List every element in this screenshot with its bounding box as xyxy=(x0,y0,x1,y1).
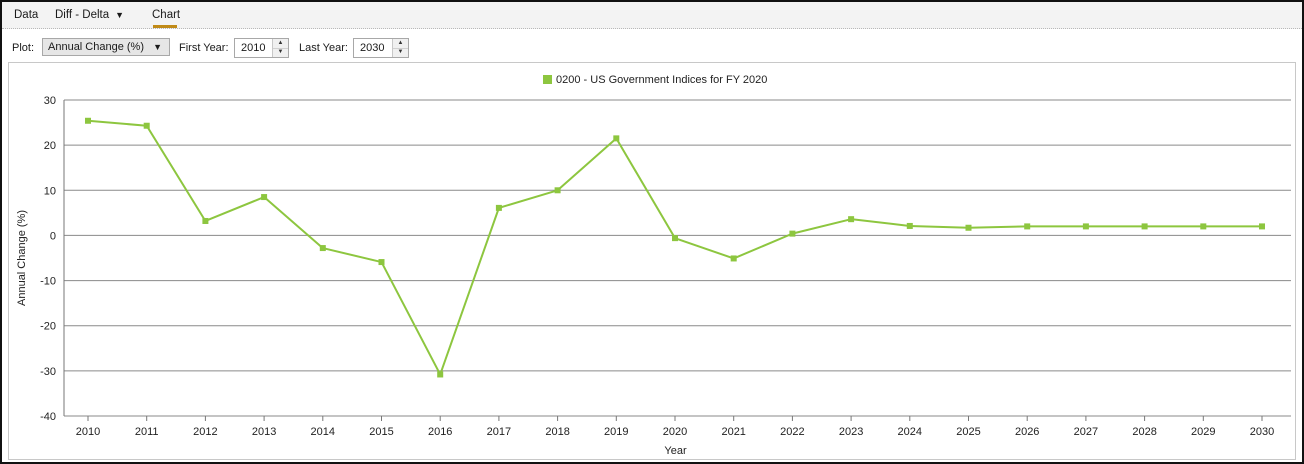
spin-down-icon[interactable]: ▼ xyxy=(277,49,284,55)
data-point xyxy=(848,216,855,223)
x-tick-label: 2015 xyxy=(369,426,393,438)
data-point xyxy=(965,224,972,231)
x-tick-label: 2025 xyxy=(956,426,980,438)
last-year-label: Last Year: xyxy=(299,42,348,54)
tab-chart[interactable]: Chart xyxy=(152,9,181,21)
y-tick-label: -10 xyxy=(40,276,56,288)
y-tick-label: 30 xyxy=(44,95,56,107)
chart-toolbar: Plot: Annual Change (%) ▼ First Year: 20… xyxy=(2,38,1302,60)
legend-swatch xyxy=(543,75,552,84)
data-point xyxy=(202,217,209,224)
data-point xyxy=(613,135,620,142)
x-tick-label: 2011 xyxy=(135,426,159,438)
first-year-label: First Year: xyxy=(179,42,229,54)
y-axis-title: Annual Change (%) xyxy=(16,210,28,306)
x-tick-label: 2010 xyxy=(76,426,100,438)
active-tab-indicator xyxy=(153,25,177,28)
x-tick-label: 2029 xyxy=(1191,426,1215,438)
first-year-stepper[interactable]: 2010 ▲ ▼ xyxy=(234,38,289,58)
y-tick-label: 10 xyxy=(44,185,56,197)
legend-label: 0200 - US Government Indices for FY 2020 xyxy=(556,74,767,86)
data-point xyxy=(1141,223,1148,230)
x-tick-label: 2028 xyxy=(1132,426,1156,438)
x-tick-label: 2019 xyxy=(604,426,628,438)
x-tick-label: 2020 xyxy=(663,426,687,438)
data-point xyxy=(789,230,796,237)
tab-diff-delta-label: Diff - Delta xyxy=(55,9,110,21)
triangle-down-icon[interactable]: ▼ xyxy=(115,10,125,20)
y-tick-label: -40 xyxy=(40,411,56,423)
x-tick-label: 2023 xyxy=(839,426,863,438)
data-point xyxy=(261,194,268,201)
x-tick-label: 2012 xyxy=(193,426,217,438)
data-point xyxy=(85,117,91,124)
y-tick-label: 20 xyxy=(44,140,56,152)
chevron-down-icon[interactable]: ▼ xyxy=(153,42,162,52)
x-tick-label: 2026 xyxy=(1015,426,1039,438)
plot-label: Plot: xyxy=(12,42,35,54)
series-line xyxy=(87,119,1262,376)
first-year-spin-buttons: ▲ ▼ xyxy=(272,39,288,57)
x-axis-title: Year xyxy=(664,445,687,457)
data-point xyxy=(1259,223,1265,230)
x-tick-label: 2014 xyxy=(311,426,335,438)
data-point xyxy=(437,371,444,378)
chart-panel: 30 20 10 0 -10 -20 -30 -40 2010 2011 2012 2013 2014 2… xyxy=(8,62,1296,460)
data-point xyxy=(906,222,913,229)
plot-select[interactable]: Annual Change (%) ▼ xyxy=(42,38,170,56)
data-point xyxy=(319,245,326,252)
data-point xyxy=(554,187,561,194)
last-year-spin-buttons: ▲ ▼ xyxy=(392,39,408,57)
plot-select-value: Annual Change (%) xyxy=(48,41,145,53)
x-tick-label: 2017 xyxy=(487,426,511,438)
data-point xyxy=(672,235,678,242)
x-tick-label: 2024 xyxy=(898,426,922,438)
spin-up-icon[interactable]: ▲ xyxy=(393,39,408,49)
x-tick-label: 2018 xyxy=(545,426,569,438)
last-year-value[interactable]: 2030 xyxy=(360,42,385,54)
x-tick-label: 2027 xyxy=(1074,426,1098,438)
y-tick-label: 0 xyxy=(50,230,56,242)
spin-down-icon[interactable]: ▼ xyxy=(397,49,404,55)
x-tick-label: 2030 xyxy=(1250,426,1274,438)
tab-bar: Data Diff - Delta ▼ Chart xyxy=(2,2,1302,29)
data-point xyxy=(495,204,502,211)
data-point xyxy=(730,255,737,262)
tab-data[interactable]: Data xyxy=(14,9,39,21)
spin-up-icon[interactable]: ▲ xyxy=(273,39,288,49)
first-year-value[interactable]: 2010 xyxy=(241,42,266,54)
data-point xyxy=(1024,223,1031,230)
x-tick-label: 2013 xyxy=(252,426,276,438)
y-tick-label: -20 xyxy=(40,321,56,333)
y-tick-label: -30 xyxy=(40,366,56,378)
x-tick-label: 2016 xyxy=(428,426,452,438)
x-tick-label: 2022 xyxy=(780,426,804,438)
data-point xyxy=(1200,223,1207,230)
x-tick-label: 2021 xyxy=(721,426,745,438)
data-point xyxy=(378,259,385,266)
tab-diff-delta[interactable]: Diff - Delta ▼ xyxy=(55,9,124,21)
last-year-stepper[interactable]: 2030 ▲ ▼ xyxy=(353,38,409,58)
data-point xyxy=(1082,223,1089,230)
data-point xyxy=(143,122,150,129)
